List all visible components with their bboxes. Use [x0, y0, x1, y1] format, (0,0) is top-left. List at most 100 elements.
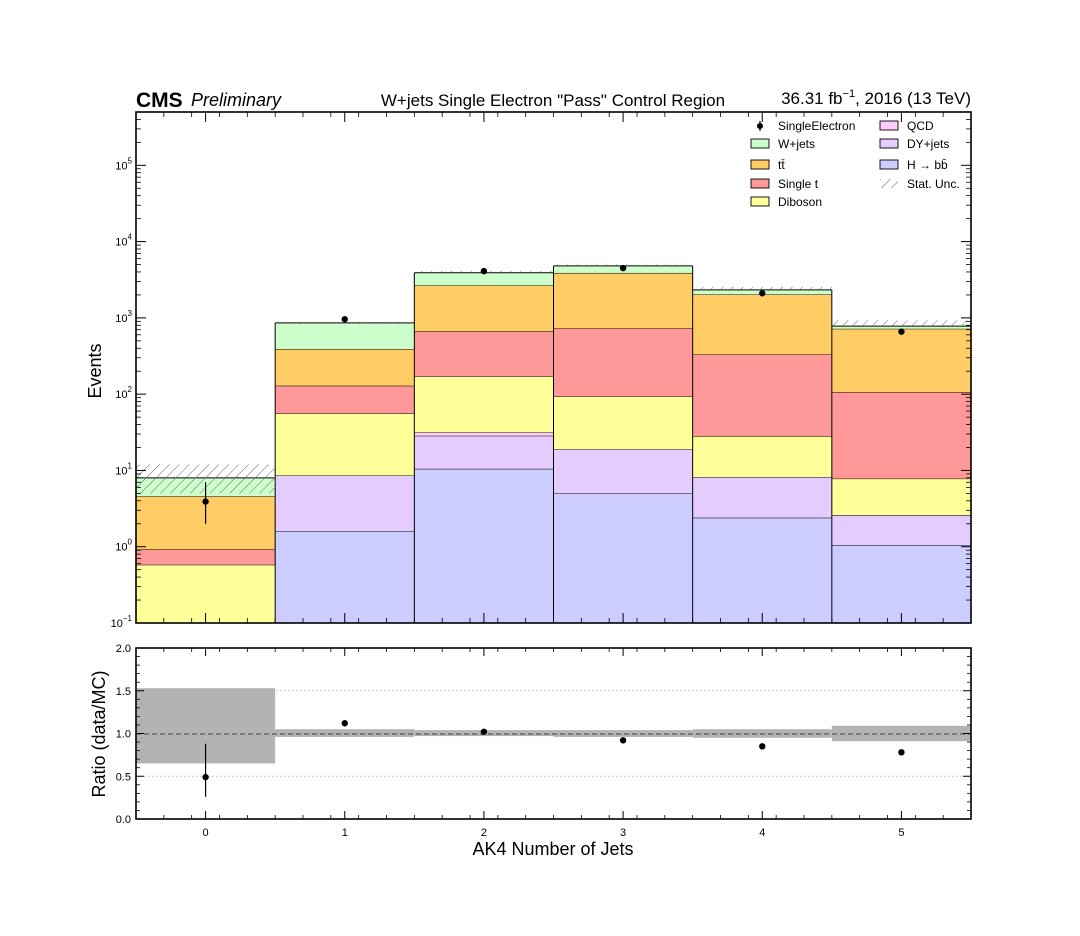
main-y-axis-label: Events [85, 343, 105, 398]
ratio-point-2 [480, 728, 488, 735]
legend-swatch-hbb [879, 159, 899, 170]
legend-swatch-hatch [880, 179, 898, 188]
preliminary-label: Preliminary [191, 90, 282, 110]
main-y-tick-label: 105 [115, 156, 132, 172]
bar-singletop-bin-0 [136, 549, 276, 565]
bar-singletop-bin-3 [553, 328, 693, 397]
legend-label: QCD [907, 119, 934, 133]
series-dyjets [275, 435, 971, 546]
ratio-y-axis: 0.0 0.5 1.0 1.5 2.0 [116, 643, 971, 826]
main-y-axis: 10−1 100 101 102 103 104 105 [111, 111, 971, 630]
main-y-tick-label: 102 [115, 385, 132, 401]
stat-unc-bin-4 [692, 286, 832, 292]
bar-tt-bin-5 [831, 328, 971, 393]
legend-entry: Single t [750, 177, 819, 191]
bar-dyjets-bin-5 [831, 515, 971, 546]
legend-entry: SingleElectron [757, 119, 855, 133]
legend-swatch-wjets [750, 138, 770, 149]
legend-entry: QCD [879, 119, 934, 133]
ratio-point-3 [619, 737, 627, 744]
series-qcd [414, 431, 554, 436]
bar-tt-bin-1 [275, 348, 415, 386]
ratio-y-tick-label: 0.5 [116, 771, 131, 783]
x-tick-label: 0 [203, 827, 209, 839]
legend-label: DY+jets [907, 137, 949, 151]
bar-singletop-bin-2 [414, 331, 554, 377]
main-y-tick-label: 100 [115, 538, 132, 554]
data-point-5 [898, 328, 905, 335]
ratio-point-4 [759, 743, 766, 750]
bar-wjets-bin-5 [831, 326, 971, 329]
ratio-band-bin-3 [553, 730, 693, 737]
ratio-panel: 0.0 0.5 1.0 1.5 2.0 0 1 2 3 4 5 [116, 643, 972, 839]
x-tick-label: 1 [342, 827, 348, 839]
ratio-point-1 [341, 720, 348, 727]
data-point-3 [619, 264, 627, 272]
legend-swatch-tt [750, 159, 770, 170]
ratio-band-bin-4 [692, 729, 832, 738]
plot-title: W+jets Single Electron "Pass" Control Re… [381, 91, 725, 110]
bar-diboson-bin-3 [553, 396, 693, 450]
main-y-tick-label: 103 [115, 309, 132, 325]
legend-label: W+jets [778, 137, 815, 151]
data-point-1 [341, 316, 348, 323]
main-y-tick-label: 101 [115, 461, 132, 477]
legend-swatch-singletop [750, 178, 770, 189]
bar-diboson-bin-4 [692, 436, 832, 478]
ratio-y-axis-label: Ratio (data/MC) [89, 670, 109, 797]
ratio-gridlines [136, 690, 971, 777]
legend-label: H → bb̄ [907, 158, 948, 172]
stat-unc-bin-5 [831, 320, 971, 327]
bar-singletop-bin-5 [831, 392, 971, 479]
data-point-0 [202, 498, 209, 505]
ratio-band-bin-1 [275, 729, 415, 737]
bar-diboson-bin-1 [275, 413, 415, 476]
ratio-points [202, 720, 905, 797]
ratio-y-tick-label: 2.0 [116, 643, 131, 655]
series-hbb [275, 468, 971, 623]
legend-marker-data [757, 123, 763, 129]
bar-dyjets-bin-3 [553, 449, 693, 494]
bar-qcd-bin-2 [414, 432, 554, 436]
data-point-2 [480, 267, 488, 275]
x-axis-label: AK4 Number of Jets [472, 839, 633, 859]
ratio-y-tick-label: 1.0 [116, 729, 131, 741]
data-points [202, 264, 905, 524]
main-panel: 10−1 100 101 102 103 104 105 [111, 111, 972, 630]
bar-diboson-bin-5 [831, 478, 971, 516]
bar-hbb-bin-3 [553, 493, 693, 623]
x-tick-label: 2 [481, 827, 487, 839]
ratio-x-axis: 0 1 2 3 4 5 [135, 648, 972, 839]
legend-entry: Stat. Unc. [880, 177, 960, 191]
legend-label: tt̄ [778, 158, 785, 172]
legend-entry: W+jets [750, 137, 815, 151]
series-diboson [136, 375, 971, 623]
legend: SingleElectron W+jets tt̄ Single t Diboson QC… [750, 119, 960, 209]
bar-hbb-bin-2 [414, 468, 554, 623]
legend-swatch-diboson [750, 196, 770, 207]
main-y-tick-label: 104 [115, 233, 132, 249]
bar-tt-bin-3 [553, 272, 693, 329]
x-tick-label: 4 [759, 827, 765, 839]
ratio-point-5 [898, 749, 905, 756]
series-tt [136, 272, 971, 550]
stacked-histograms [136, 265, 971, 623]
bar-dyjets-bin-2 [414, 435, 554, 469]
bar-hbb-bin-1 [275, 531, 415, 623]
legend-entry: H → bb̄ [879, 158, 948, 172]
legend-label: SingleElectron [778, 119, 855, 133]
bar-singletop-bin-1 [275, 385, 415, 414]
legend-label: Diboson [778, 195, 822, 209]
series-singletop [136, 327, 971, 565]
legend-swatch-dyjets [879, 138, 899, 149]
ratio-band-bin-5 [831, 725, 971, 742]
ratio-point-0 [202, 773, 209, 781]
bar-tt-bin-2 [414, 285, 554, 332]
x-tick-label: 5 [898, 827, 904, 839]
bar-dyjets-bin-4 [692, 477, 832, 518]
legend-swatch-qcd [879, 120, 899, 131]
stat-unc-bin-1 [275, 322, 415, 325]
main-y-tick-label: 10−1 [111, 614, 133, 630]
ratio-y-tick-label: 0.0 [116, 814, 131, 826]
bar-hbb-bin-5 [831, 545, 971, 623]
